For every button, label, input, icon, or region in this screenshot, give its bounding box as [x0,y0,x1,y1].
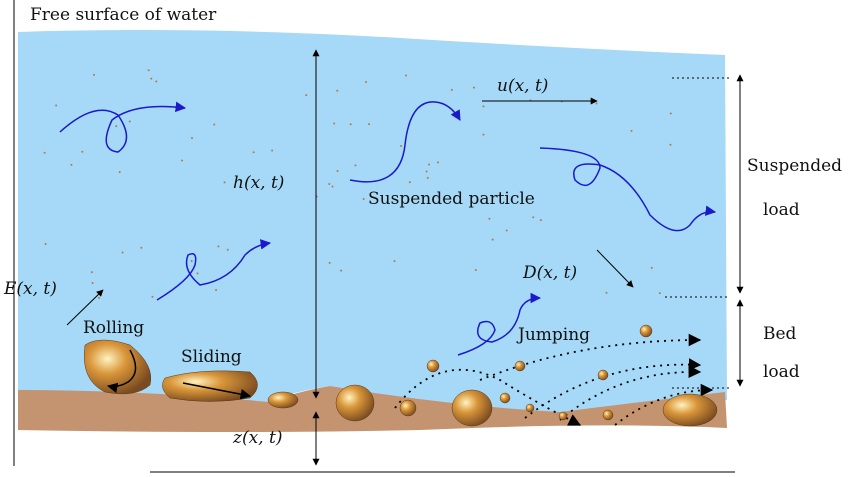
dot [140,247,142,249]
dot [305,94,307,96]
bed-load-label: load [763,362,800,382]
dot [488,218,490,220]
dot [606,292,608,294]
dot [427,177,429,179]
dot [332,185,334,187]
dot [271,150,273,152]
dot [651,267,653,269]
dot [355,164,357,166]
dot [55,105,57,107]
dot [150,78,152,80]
dot [350,123,352,125]
h-label: h(x, t) [233,173,284,193]
dot [451,89,453,91]
dot [482,105,484,107]
suspended-load-label: Suspended [747,156,842,176]
dot [98,297,100,299]
dot [336,90,338,92]
dot [669,144,671,146]
dot [122,251,124,253]
dot [405,75,407,77]
dot [93,74,95,76]
dot [368,123,370,125]
dot [506,229,508,231]
dot [151,296,153,298]
dot [44,152,46,154]
dot [631,130,633,132]
dot [197,272,199,274]
dot [426,170,428,172]
bed-load-label: Bed [763,324,797,344]
dot [81,151,83,153]
dot [253,151,255,153]
dot [409,181,411,183]
dot [191,137,193,139]
dot [393,260,395,262]
dot [115,125,117,127]
dot [224,181,226,183]
dot [540,219,542,221]
dot [148,69,150,71]
dot [336,170,338,172]
dot [670,113,672,115]
dot [329,262,331,264]
suspended-particle-label: Suspended particle [368,189,535,209]
dot [596,102,598,104]
jumping-label: Jumping [516,325,590,345]
dot [227,249,229,251]
dot [473,87,475,89]
sliding-label: Sliding [181,347,242,367]
page: Free surface of water u(x, t) h(x, t) Su… [0,0,852,477]
dot [217,245,219,247]
dot [129,120,131,122]
dot [482,134,484,136]
rolling-label: Rolling [83,318,144,338]
d-label: D(x, t) [522,263,577,283]
e-label: E(x, t) [3,279,57,299]
dot [92,282,94,284]
dot [45,243,47,245]
z-label: z(x, t) [232,428,282,448]
dot [363,198,365,200]
dot [659,292,661,294]
dot [328,183,330,185]
diagram: Free surface of water u(x, t) h(x, t) Su… [0,0,852,477]
dot [215,289,217,291]
dot [492,239,494,241]
dot [213,123,215,125]
dot [400,145,402,147]
dot [70,164,72,166]
dot [475,269,477,271]
dot [191,260,193,262]
dot [333,122,335,124]
dot [181,160,183,162]
suspended-load-label: load [763,200,800,220]
dot [155,81,157,83]
dot [340,270,342,272]
dot [119,171,121,173]
dot [428,163,430,165]
dot [365,81,367,83]
surface-label: Free surface of water [30,5,217,25]
u-label: u(x, t) [497,76,548,96]
dot [532,216,534,218]
dot [437,161,439,163]
dot [91,271,93,273]
